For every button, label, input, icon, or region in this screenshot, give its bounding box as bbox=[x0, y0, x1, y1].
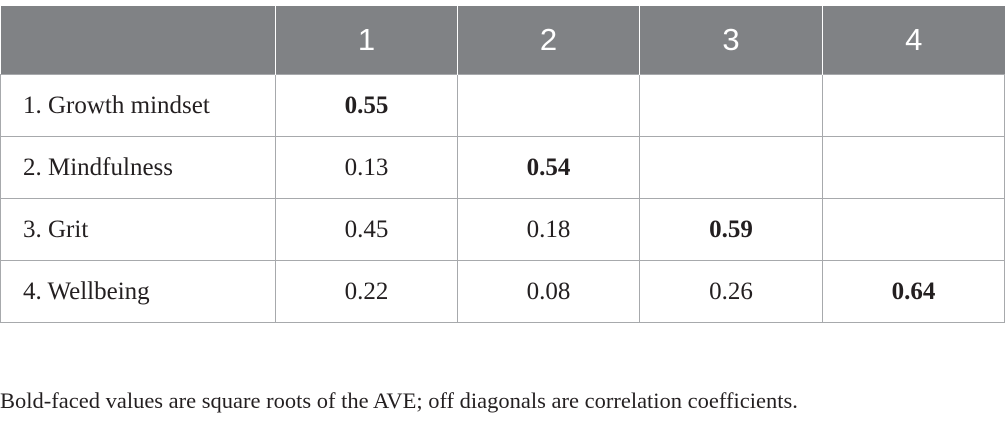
empty-cell bbox=[822, 136, 1005, 199]
correlation-cell: 0.26 bbox=[639, 260, 823, 323]
table-header: 1 2 3 4 bbox=[0, 6, 1005, 75]
correlation-cell: 0.18 bbox=[457, 198, 640, 261]
correlation-cell: 0.45 bbox=[275, 198, 458, 261]
header-cell-3: 3 bbox=[639, 6, 823, 75]
empty-cell bbox=[639, 74, 823, 137]
correlation-cell: 0.13 bbox=[275, 136, 458, 199]
row-label: 1. Growth mindset bbox=[0, 74, 276, 137]
diagonal-value-cell: 0.55 bbox=[275, 74, 458, 137]
empty-cell bbox=[822, 198, 1005, 261]
table-row: 2. Mindfulness 0.13 0.54 bbox=[0, 136, 1005, 199]
table-row: 4. Wellbeing 0.22 0.08 0.26 0.64 bbox=[0, 260, 1005, 323]
header-row: 1 2 3 4 bbox=[0, 6, 1005, 75]
empty-cell bbox=[822, 74, 1005, 137]
header-cell-2: 2 bbox=[457, 6, 640, 75]
empty-cell bbox=[639, 136, 823, 199]
row-label: 3. Grit bbox=[0, 198, 276, 261]
table-footnote: Bold-faced values are square roots of th… bbox=[0, 388, 798, 413]
header-cell-1: 1 bbox=[275, 6, 458, 75]
row-label: 4. Wellbeing bbox=[0, 260, 276, 323]
diagonal-value-cell: 0.54 bbox=[457, 136, 640, 199]
correlation-cell: 0.08 bbox=[457, 260, 640, 323]
empty-cell bbox=[457, 74, 640, 137]
correlation-table: 1 2 3 4 1. Growth mindset 0.55 2. Mindfu… bbox=[0, 6, 1005, 323]
diagonal-value-cell: 0.64 bbox=[822, 260, 1005, 323]
header-cell-4: 4 bbox=[822, 6, 1005, 75]
table-body: 1. Growth mindset 0.55 2. Mindfulness 0.… bbox=[0, 74, 1005, 323]
row-label: 2. Mindfulness bbox=[0, 136, 276, 199]
diagonal-value-cell: 0.59 bbox=[639, 198, 823, 261]
header-cell-blank bbox=[0, 6, 276, 75]
table-row: 1. Growth mindset 0.55 bbox=[0, 74, 1005, 137]
table-row: 3. Grit 0.45 0.18 0.59 bbox=[0, 198, 1005, 261]
correlation-cell: 0.22 bbox=[275, 260, 458, 323]
